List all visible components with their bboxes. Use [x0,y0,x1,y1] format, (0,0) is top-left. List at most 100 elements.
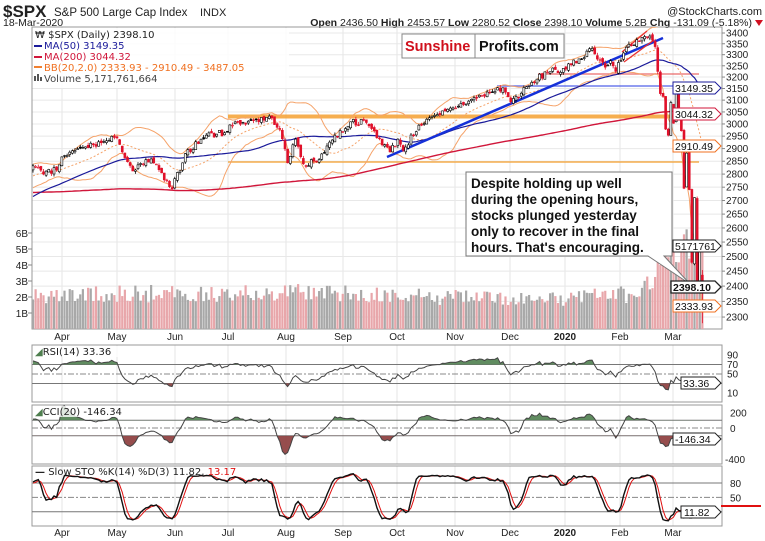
indicator-icon: ◢ [35,407,43,418]
volume-bar [593,288,596,329]
volume-bar [58,301,61,329]
volume-bar [598,297,602,329]
volume-bar [152,299,155,329]
candle-body [611,61,615,67]
candle [302,155,305,165]
volume-bar [601,291,604,329]
volume-bar [556,303,560,329]
candle [113,133,116,140]
ma50-tag: 3149.35 [672,81,722,95]
candle-body [202,137,205,140]
volume-bar [273,300,276,329]
candle-body [504,87,507,93]
candle-body [435,114,439,117]
candle [404,144,408,155]
candle-body [459,103,463,108]
volume-bar [205,292,208,329]
volume-bar [559,295,562,329]
volume-bar [236,296,239,329]
bb-middle-line [32,49,703,177]
volume-bar [383,290,386,329]
candle-body [78,146,82,149]
candle [451,106,455,111]
candle [84,146,87,150]
candle-body [645,36,649,38]
volume-bar [535,299,539,329]
volume-bar [388,302,392,329]
candle [120,145,124,154]
month-label: Dec [501,332,519,343]
candle-body [267,115,271,119]
price-tick-label: 2550 [726,238,749,249]
candle-body [365,119,368,123]
month-label: Jul [222,332,235,343]
candle [107,138,111,142]
candle-body [451,107,455,110]
candle-body [42,171,45,175]
candle [181,162,184,172]
volume-bar [378,301,381,329]
candle [354,116,358,127]
candle [535,78,539,85]
candle [575,60,578,64]
candle [554,64,557,70]
candle-body [44,170,48,176]
candle-body [414,131,418,136]
volume-bars [32,229,704,329]
volume-bar [360,289,363,329]
volume-bar [255,290,258,329]
candle-body [231,124,234,127]
volume-bar [241,295,245,329]
price-tick-label: 2600 [726,223,749,234]
callout-line: only to recover in the final [471,224,639,239]
candle-body [540,73,544,79]
candle [669,100,673,136]
callout-line: stocks plunged yesterday [471,208,637,223]
candle [199,138,203,144]
candle [244,122,247,126]
candle [170,185,174,190]
candle-body [144,159,148,166]
candle [370,123,373,131]
candle [540,72,544,81]
candle [393,145,397,148]
candle-body [32,165,35,171]
sto-label: Slow STO %K(14) %D(3) 11.82, [48,467,204,478]
volume-bar [323,298,326,329]
volume-bar [643,280,646,329]
volume-bar [352,293,355,329]
volume-bar [270,291,273,329]
volume-bar [79,294,82,329]
candle-body [467,100,471,105]
candle-body [278,128,282,130]
candle-body [294,138,297,146]
sto-tag: 11.82 [680,505,761,519]
candle [160,167,163,174]
volume-bar [331,293,334,329]
candle-body [543,71,547,80]
candle [273,116,276,125]
volume-tick-label: 6B [16,229,29,240]
volume-bar [84,300,87,329]
bb-mid-tag: 2910.49 [672,139,722,153]
candle [462,101,465,107]
candle-body [575,61,578,64]
candle [446,108,450,113]
candle-body [559,72,562,75]
candle [485,89,489,98]
candle-body [92,143,95,146]
candle [155,163,158,166]
candle [428,115,431,122]
volume-bar [207,299,210,329]
volume-bar [528,294,531,329]
candle [593,45,597,55]
candle-body [89,142,93,148]
volume-bar [302,291,305,329]
candle [559,70,562,77]
volume-bar [451,298,455,329]
candle-body [624,46,628,53]
volume-bar [606,298,609,329]
candle-body [407,144,410,149]
volume-bar [412,295,415,329]
candle-body [627,44,631,48]
